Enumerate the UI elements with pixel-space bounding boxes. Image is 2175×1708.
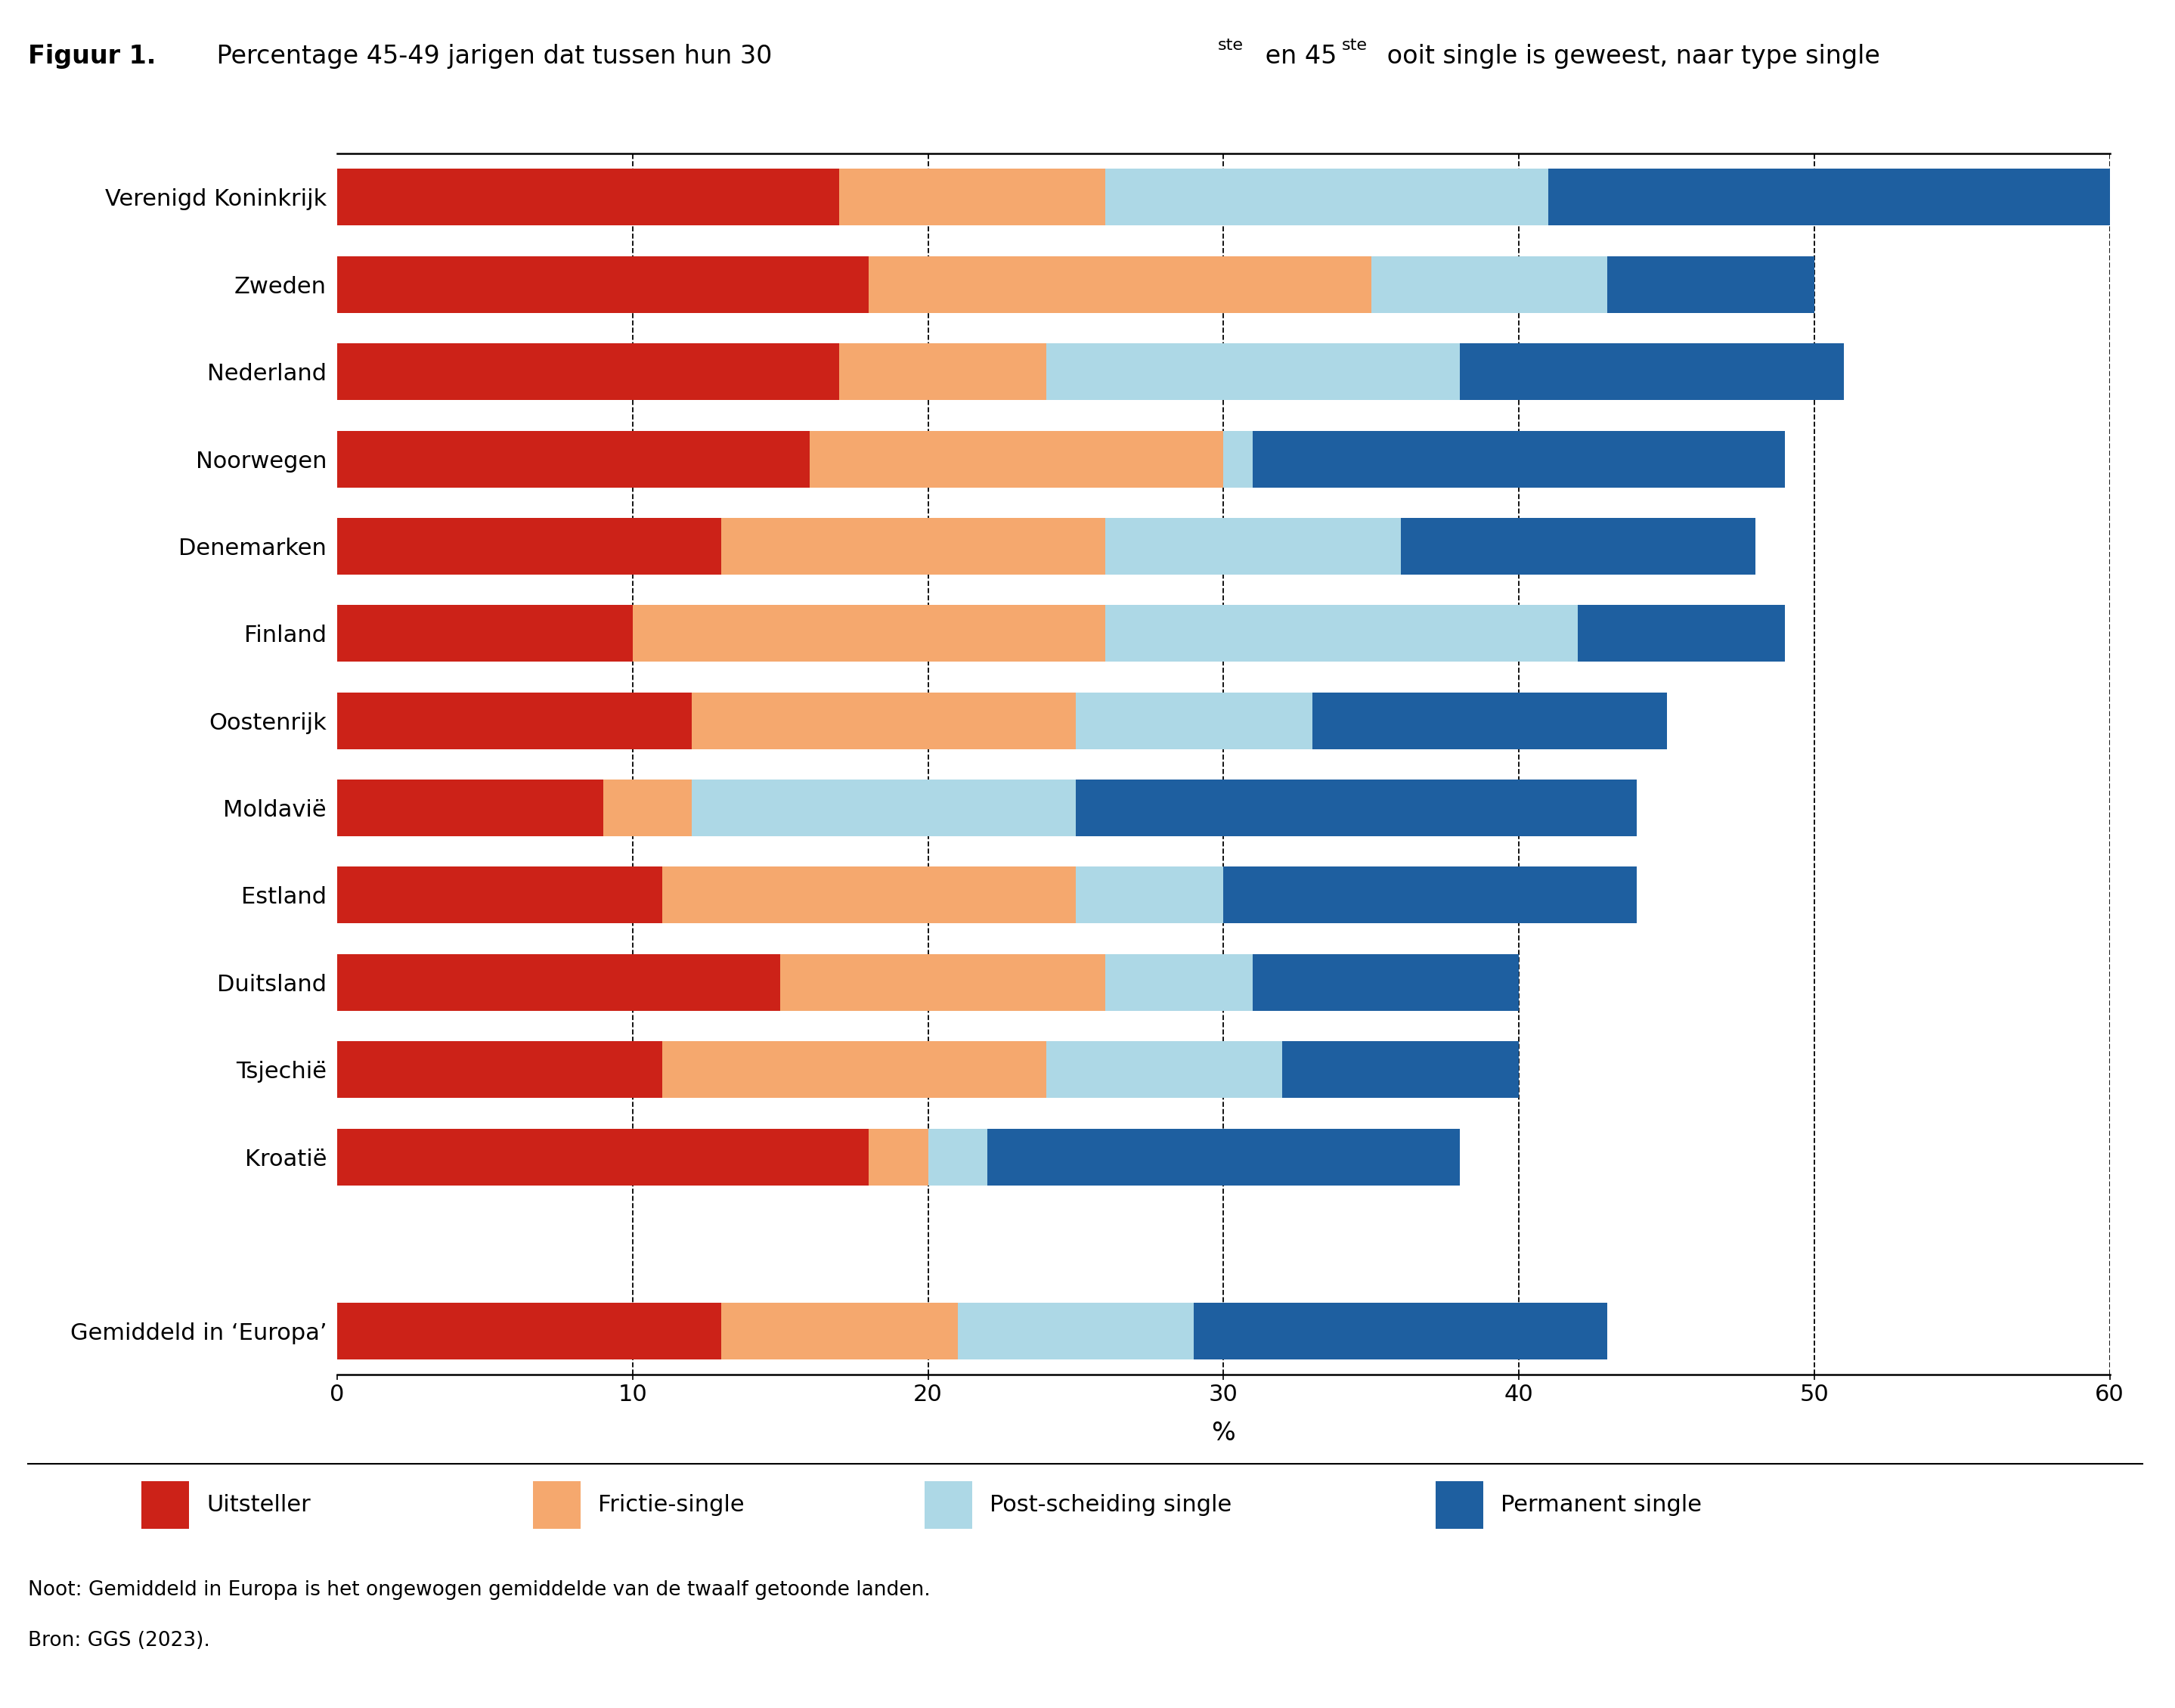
Bar — [781, 955, 1105, 1011]
Bar — [1222, 430, 1253, 487]
Bar — [987, 1129, 1459, 1185]
Bar — [661, 868, 1077, 924]
Text: Bron: GGS (2023).: Bron: GGS (2023). — [28, 1631, 211, 1652]
Bar — [1370, 256, 1607, 313]
Text: Permanent single: Permanent single — [1501, 1494, 1701, 1515]
Text: ste: ste — [1342, 38, 1368, 53]
Bar — [337, 779, 602, 837]
Bar — [1607, 256, 1814, 313]
Bar — [722, 1303, 957, 1360]
Bar — [661, 1042, 1046, 1098]
Bar — [337, 1129, 870, 1185]
Bar — [1194, 1303, 1607, 1360]
Bar — [1253, 955, 1518, 1011]
Bar — [1105, 955, 1253, 1011]
Bar — [1283, 1042, 1518, 1098]
Text: Percentage 45-49 jarigen dat tussen hun 30: Percentage 45-49 jarigen dat tussen hun … — [209, 43, 772, 68]
Bar — [1549, 169, 2110, 225]
Bar — [1105, 518, 1401, 574]
Bar — [1077, 692, 1312, 750]
Bar — [809, 430, 1222, 487]
Bar — [1459, 343, 1844, 400]
Bar — [337, 692, 692, 750]
Text: ste: ste — [1218, 38, 1244, 53]
Bar — [870, 256, 1370, 313]
Bar — [1077, 779, 1638, 837]
Bar — [840, 169, 1105, 225]
Bar — [633, 605, 1105, 661]
Text: ooit single is geweest, naar type single: ooit single is geweest, naar type single — [1379, 43, 1879, 68]
Bar — [870, 1129, 929, 1185]
Bar — [692, 692, 1077, 750]
Text: Frictie-single: Frictie-single — [598, 1494, 744, 1515]
Bar — [337, 1042, 661, 1098]
Bar — [337, 256, 870, 313]
Text: Post-scheiding single: Post-scheiding single — [990, 1494, 1231, 1515]
Bar — [722, 518, 1105, 574]
Bar — [1105, 605, 1579, 661]
Bar — [1401, 518, 1755, 574]
Bar — [929, 1129, 987, 1185]
Bar — [1105, 169, 1549, 225]
Text: Figuur 1.: Figuur 1. — [28, 43, 157, 68]
Bar — [1077, 868, 1222, 924]
Bar — [1222, 868, 1638, 924]
Bar — [337, 343, 840, 400]
Bar — [337, 430, 809, 487]
Text: en 45: en 45 — [1257, 43, 1338, 68]
Bar — [337, 868, 661, 924]
Bar — [337, 518, 722, 574]
Bar — [1046, 1042, 1283, 1098]
Bar — [692, 779, 1077, 837]
Bar — [1579, 605, 1786, 661]
Bar — [337, 955, 781, 1011]
Bar — [840, 343, 1046, 400]
Bar — [337, 1303, 722, 1360]
Bar — [1253, 430, 1786, 487]
Bar — [957, 1303, 1194, 1360]
Bar — [337, 169, 840, 225]
X-axis label: %: % — [1211, 1421, 1235, 1445]
Bar — [1046, 343, 1459, 400]
Text: Uitsteller: Uitsteller — [207, 1494, 311, 1515]
Text: Noot: Gemiddeld in Europa is het ongewogen gemiddelde van de twaalf getoonde lan: Noot: Gemiddeld in Europa is het ongewog… — [28, 1580, 931, 1600]
Bar — [337, 605, 633, 661]
Bar — [602, 779, 692, 837]
Bar — [1312, 692, 1666, 750]
